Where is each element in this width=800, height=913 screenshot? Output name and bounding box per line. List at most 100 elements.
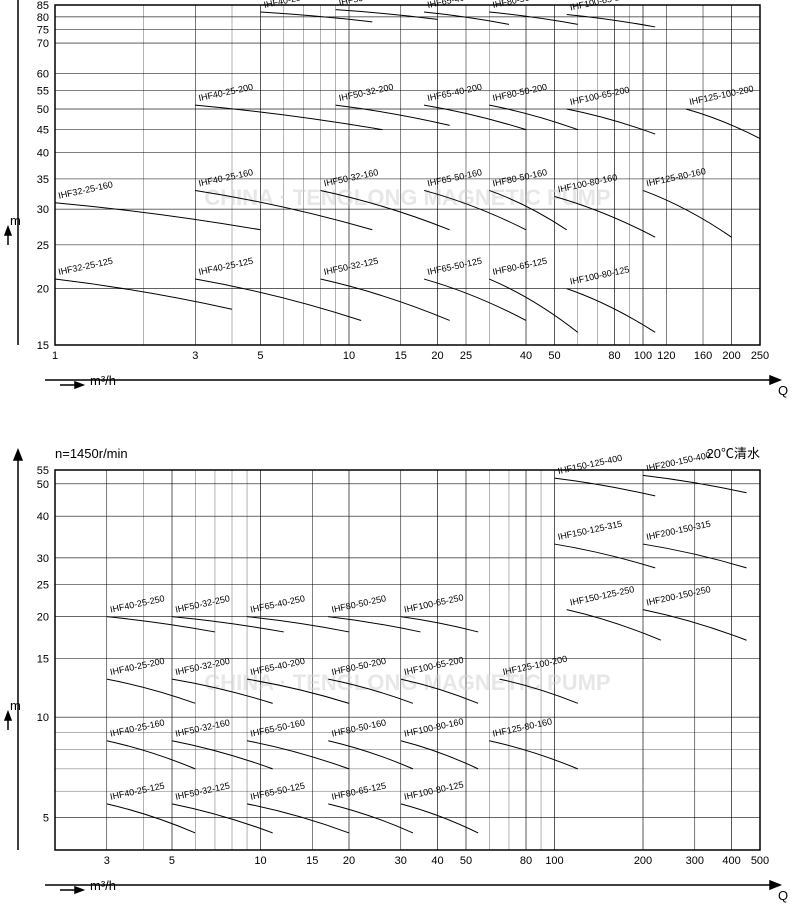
svg-text:IHF32-25-125: IHF32-25-125 [57,256,113,277]
svg-text:400: 400 [722,855,740,867]
svg-text:60: 60 [37,68,49,80]
svg-text:m³/h: m³/h [90,878,116,893]
svg-text:20: 20 [37,284,49,296]
svg-text:15: 15 [395,350,407,362]
svg-text:50: 50 [37,104,49,116]
svg-text:IHF200-150-250: IHF200-150-250 [645,584,711,607]
svg-text:IHF100-65-200: IHF100-65-200 [569,85,630,107]
svg-text:n=1450r/min: n=1450r/min [55,446,128,461]
svg-text:5: 5 [169,855,175,867]
svg-text:IHF80-50-250: IHF80-50-250 [331,593,387,614]
svg-text:IHF40-25-125: IHF40-25-125 [109,780,165,801]
svg-text:20: 20 [343,855,355,867]
svg-text:20: 20 [431,350,443,362]
svg-text:IHF65-40-200: IHF65-40-200 [426,82,482,103]
svg-text:IHF80-50-200: IHF80-50-200 [492,82,548,103]
svg-text:100: 100 [545,855,563,867]
svg-text:200: 200 [634,855,652,867]
svg-text:55: 55 [37,85,49,97]
svg-text:500: 500 [751,855,769,867]
svg-text:50: 50 [37,479,49,491]
svg-text:IHF150-125-400: IHF150-125-400 [557,453,623,476]
svg-text:30: 30 [395,855,407,867]
svg-text:IHF40-25-250: IHF40-25-250 [109,593,165,614]
svg-text:50: 50 [460,855,472,867]
svg-text:160: 160 [694,350,712,362]
svg-text:IHF65-50-125: IHF65-50-125 [249,780,305,801]
svg-text:IHF50-32-125: IHF50-32-125 [323,256,379,277]
svg-text:IHF100-80-125: IHF100-80-125 [569,264,630,286]
svg-text:80: 80 [37,12,49,24]
svg-text:m: m [10,698,21,713]
svg-text:IHF50-32-200: IHF50-32-200 [338,82,394,103]
svg-text:10: 10 [343,350,355,362]
svg-text:85: 85 [37,0,49,12]
svg-text:IHF100-80-160: IHF100-80-160 [403,716,464,738]
svg-text:IHF80-65-125: IHF80-65-125 [492,256,548,277]
svg-text:IHF125-100-200: IHF125-100-200 [688,84,754,107]
svg-text:IHF80-50-160: IHF80-50-160 [331,717,387,738]
svg-text:IHF50-32-160: IHF50-32-160 [174,717,230,738]
svg-text:300: 300 [686,855,704,867]
svg-text:30: 30 [37,204,49,216]
svg-text:25: 25 [37,579,49,591]
svg-text:3: 3 [192,350,198,362]
svg-text:IHF80-65-125: IHF80-65-125 [331,780,387,801]
svg-text:m: m [10,213,21,228]
pump-chart-2: 3 5 10 15 20 30 40 50 80 100 200 300 400 500 5 10 15 20 25… [0,420,800,913]
svg-text:IHF100-65-250: IHF100-65-250 [569,0,630,12]
svg-text:40: 40 [37,511,49,523]
svg-text:120: 120 [657,350,675,362]
svg-text:10: 10 [37,712,49,724]
svg-text:100: 100 [634,350,652,362]
svg-text:20: 20 [37,612,49,624]
svg-text:10: 10 [254,855,266,867]
svg-text:IHF65-50-125: IHF65-50-125 [426,256,482,277]
svg-text:15: 15 [37,653,49,665]
svg-text:15: 15 [306,855,318,867]
svg-text:5: 5 [43,813,49,825]
svg-text:25: 25 [460,350,472,362]
svg-text:30: 30 [37,553,49,565]
svg-text:80: 80 [608,350,620,362]
svg-text:75: 75 [37,25,49,37]
svg-text:IHF50-32-250: IHF50-32-250 [174,593,230,614]
svg-text:15: 15 [37,340,49,352]
svg-text:55: 55 [37,465,49,477]
svg-text:IHF100-65-250: IHF100-65-250 [403,592,464,614]
svg-text:IHF150-125-250: IHF150-125-250 [569,584,635,607]
svg-text:25: 25 [37,240,49,252]
svg-text:IHF40-25-200: IHF40-25-200 [109,656,165,677]
svg-text:1: 1 [52,350,58,362]
svg-text:IHF200-150-315: IHF200-150-315 [645,519,711,542]
svg-text:40: 40 [431,855,443,867]
svg-text:CHINA · TENGLONG MAGNETIC PUMP: CHINA · TENGLONG MAGNETIC PUMP [204,185,610,210]
svg-text:IHF100-80-125: IHF100-80-125 [403,779,464,801]
svg-text:IHF32-25-160: IHF32-25-160 [57,179,113,200]
svg-text:IHF40-25-200: IHF40-25-200 [198,82,254,103]
svg-text:IHF50-32-125: IHF50-32-125 [174,780,230,801]
svg-text:IHF65-40-250: IHF65-40-250 [249,593,305,614]
svg-text:45: 45 [37,125,49,137]
svg-text:3: 3 [104,855,110,867]
svg-text:IHF150-125-315: IHF150-125-315 [557,519,623,542]
svg-text:70: 70 [37,38,49,50]
svg-text:IHF125-80-160: IHF125-80-160 [492,716,553,738]
svg-text:IHF50-32-250: IHF50-32-250 [338,0,394,8]
svg-text:20℃清水: 20℃清水 [707,446,760,461]
svg-text:5: 5 [257,350,263,362]
svg-text:IHF125-80-160: IHF125-80-160 [645,166,706,188]
svg-text:IHF65-50-160: IHF65-50-160 [249,717,305,738]
svg-text:80: 80 [520,855,532,867]
svg-text:40: 40 [37,148,49,160]
svg-text:35: 35 [37,174,49,186]
svg-text:200: 200 [722,350,740,362]
pump-chart-1: 1351015202540508010012016020025015202530… [0,0,800,420]
svg-text:Q: Q [778,888,788,903]
svg-text:m³/h: m³/h [90,373,116,388]
svg-text:40: 40 [520,350,532,362]
svg-text:Q: Q [778,383,788,398]
svg-text:IHF40-25-125: IHF40-25-125 [198,256,254,277]
svg-text:250: 250 [751,350,769,362]
svg-text:IHF40-25-160: IHF40-25-160 [109,717,165,738]
